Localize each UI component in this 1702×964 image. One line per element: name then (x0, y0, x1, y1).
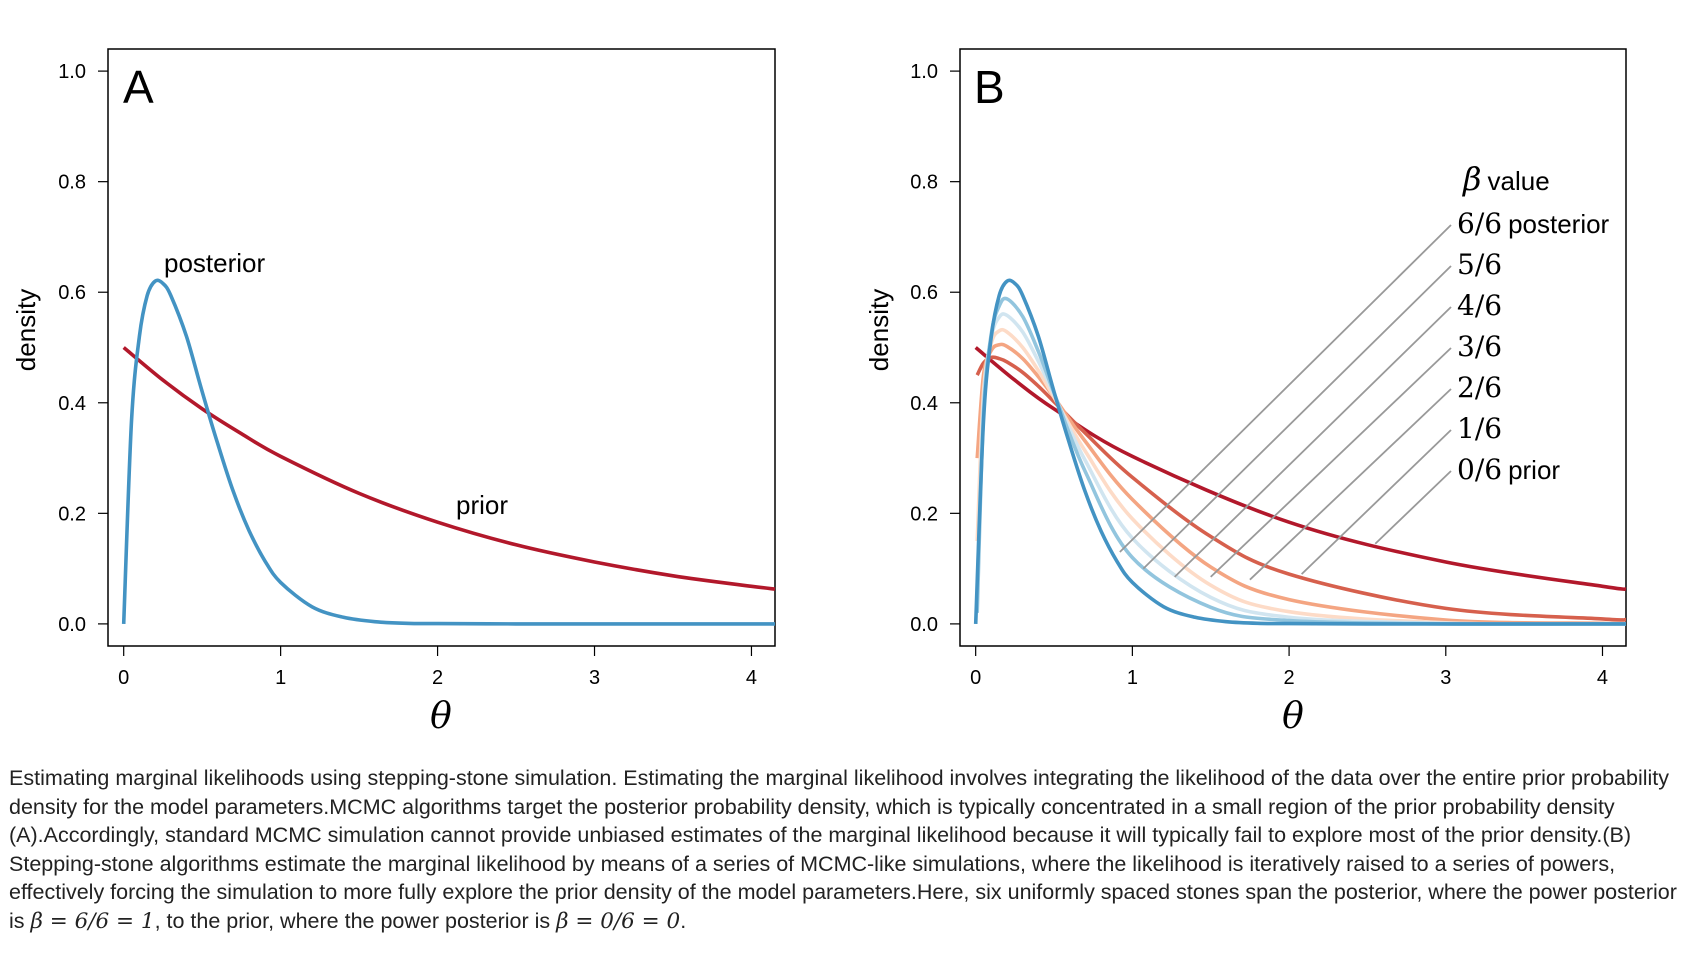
panel-a-line-prior (122, 346, 776, 591)
legend-leader-line (1300, 429, 1452, 575)
panel-b-y-tick-label: 0.8 (910, 172, 938, 194)
legend-leader-line (1210, 347, 1452, 578)
legend-entry-beta: 0/6 (1457, 453, 1502, 486)
panel-a-y-tick-label: 0.6 (58, 282, 86, 304)
panel-b-x-axis-title: θ (1282, 696, 1304, 737)
panel-b-x-tick-label: 2 (1284, 667, 1295, 689)
panel-a-frame (107, 48, 776, 647)
panel-b-line-2-6 (975, 342, 1627, 626)
panel-b-y-tick-label: 1.0 (910, 61, 938, 83)
legend-entry: 2/6 (1457, 371, 1502, 404)
panel-b-x-tick-label: 3 (1440, 667, 1451, 689)
panel-a-y-tick-label: 1.0 (58, 61, 86, 83)
posterior-annotation: posterior (164, 248, 265, 278)
prior-annotation: prior (456, 490, 508, 520)
panel-b-y-tick-label: 0.2 (910, 503, 938, 525)
panel-b-y-axis: 0.0 0.2 0.4 0.6 0.8 1.0 (910, 61, 960, 636)
caption-text-1: Estimating marginal likelihoods using st… (9, 766, 1677, 933)
panel-a-x-tick-label: 1 (275, 667, 286, 689)
panel-b-x-tick-label: 4 (1597, 667, 1608, 689)
panel-a-series (121, 278, 776, 626)
caption-text-3: . (680, 908, 687, 933)
panel-a-x-axis-title: θ (430, 696, 452, 737)
legend-entry: 4/6 (1457, 289, 1502, 322)
legend-entry: 3/6 (1457, 330, 1502, 363)
panel-b-y-tick-label: 0.4 (910, 393, 938, 415)
caption-math-posterior: β = 6/6 = 1 (30, 908, 155, 934)
panel-b-line-0-6-prior (974, 346, 1627, 591)
panel-a-y-tick-label: 0.0 (58, 614, 86, 636)
panel-a-y-tick-label: 0.2 (58, 503, 86, 525)
legend-entry-beta: 6/6 (1457, 207, 1502, 240)
legend-entry: 5/6 (1457, 248, 1502, 281)
panel-a-y-axis: 0.0 0.2 0.4 0.6 0.8 1.0 (58, 61, 108, 636)
panel-b-label: B (974, 61, 1005, 113)
panel-a-line-posterior (121, 278, 775, 626)
panel-b-x-tick-label: 1 (1127, 667, 1138, 689)
panel-a-x-tick-label: 3 (589, 667, 600, 689)
legend-entry: 1/6 (1457, 412, 1502, 445)
legend-entry-beta: 5/6 (1457, 248, 1502, 281)
legend-entry-beta: 4/6 (1457, 289, 1502, 322)
beta-legend-title-text: value (1488, 166, 1550, 196)
legend-entry-suffix: prior (1508, 455, 1560, 485)
panel-b-y-tick-label: 0.0 (910, 614, 938, 636)
legend-leader-line (1374, 470, 1452, 545)
legend-entry-beta: 1/6 (1457, 412, 1502, 445)
panel-b-line-6-6-posterior (973, 278, 1626, 626)
legend-leader-line (1119, 224, 1452, 553)
legend-leader-line (1174, 306, 1452, 578)
panel-a-label: A (123, 61, 154, 113)
panel-a-y-tick-label: 0.8 (58, 172, 86, 194)
panel-b-x-axis: 0 1 2 3 4 (970, 646, 1608, 689)
legend-leader-line (1249, 388, 1452, 581)
panel-b-chart: 0.0 0.2 0.4 0.6 0.8 1.0 0 1 2 3 4 B density θ β va… (864, 48, 1627, 737)
panel-a-x-tick-label: 2 (432, 667, 443, 689)
panel-b-y-axis-title: density (864, 289, 894, 371)
beta-symbol: β (1462, 160, 1482, 198)
panel-b-y-tick-label: 0.6 (910, 282, 938, 304)
legend-entry-beta: 2/6 (1457, 371, 1502, 404)
caption-text-2: , to the prior, where the power posterio… (154, 908, 557, 933)
legend-entry: 6/6 posterior (1457, 207, 1610, 240)
panel-b-series (973, 278, 1627, 626)
figure-caption: Estimating marginal likelihoods using st… (9, 764, 1694, 936)
panel-a-x-tick-label: 0 (118, 667, 129, 689)
panel-a-y-axis-title: density (11, 289, 41, 371)
panel-b-x-tick-label: 0 (970, 667, 981, 689)
panel-a-y-tick-label: 0.4 (58, 393, 86, 415)
panel-a-x-axis: 0 1 2 3 4 (118, 646, 757, 689)
panel-a-chart: 0.0 0.2 0.4 0.6 0.8 1.0 0 1 2 3 4 A density θ pos… (11, 48, 776, 737)
panel-b-line-1-6 (975, 355, 1627, 622)
beta-legend-title: β value (1462, 160, 1550, 198)
legend-entry-beta: 3/6 (1457, 330, 1502, 363)
legend-leader-line (1142, 265, 1452, 570)
legend-entry: 0/6 prior (1457, 453, 1560, 486)
legend-entry-suffix: posterior (1508, 209, 1609, 239)
panel-a-x-tick-label: 4 (746, 667, 757, 689)
caption-math-prior: β = 0/6 = 0 (556, 908, 681, 934)
panel-b-frame (959, 48, 1627, 647)
